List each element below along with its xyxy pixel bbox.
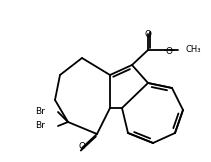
Text: Br: Br xyxy=(35,108,45,116)
Text: O: O xyxy=(166,47,173,57)
Text: O: O xyxy=(145,30,151,39)
Text: Br: Br xyxy=(35,122,45,131)
Text: CH₃: CH₃ xyxy=(186,46,202,54)
Text: O: O xyxy=(78,142,85,151)
